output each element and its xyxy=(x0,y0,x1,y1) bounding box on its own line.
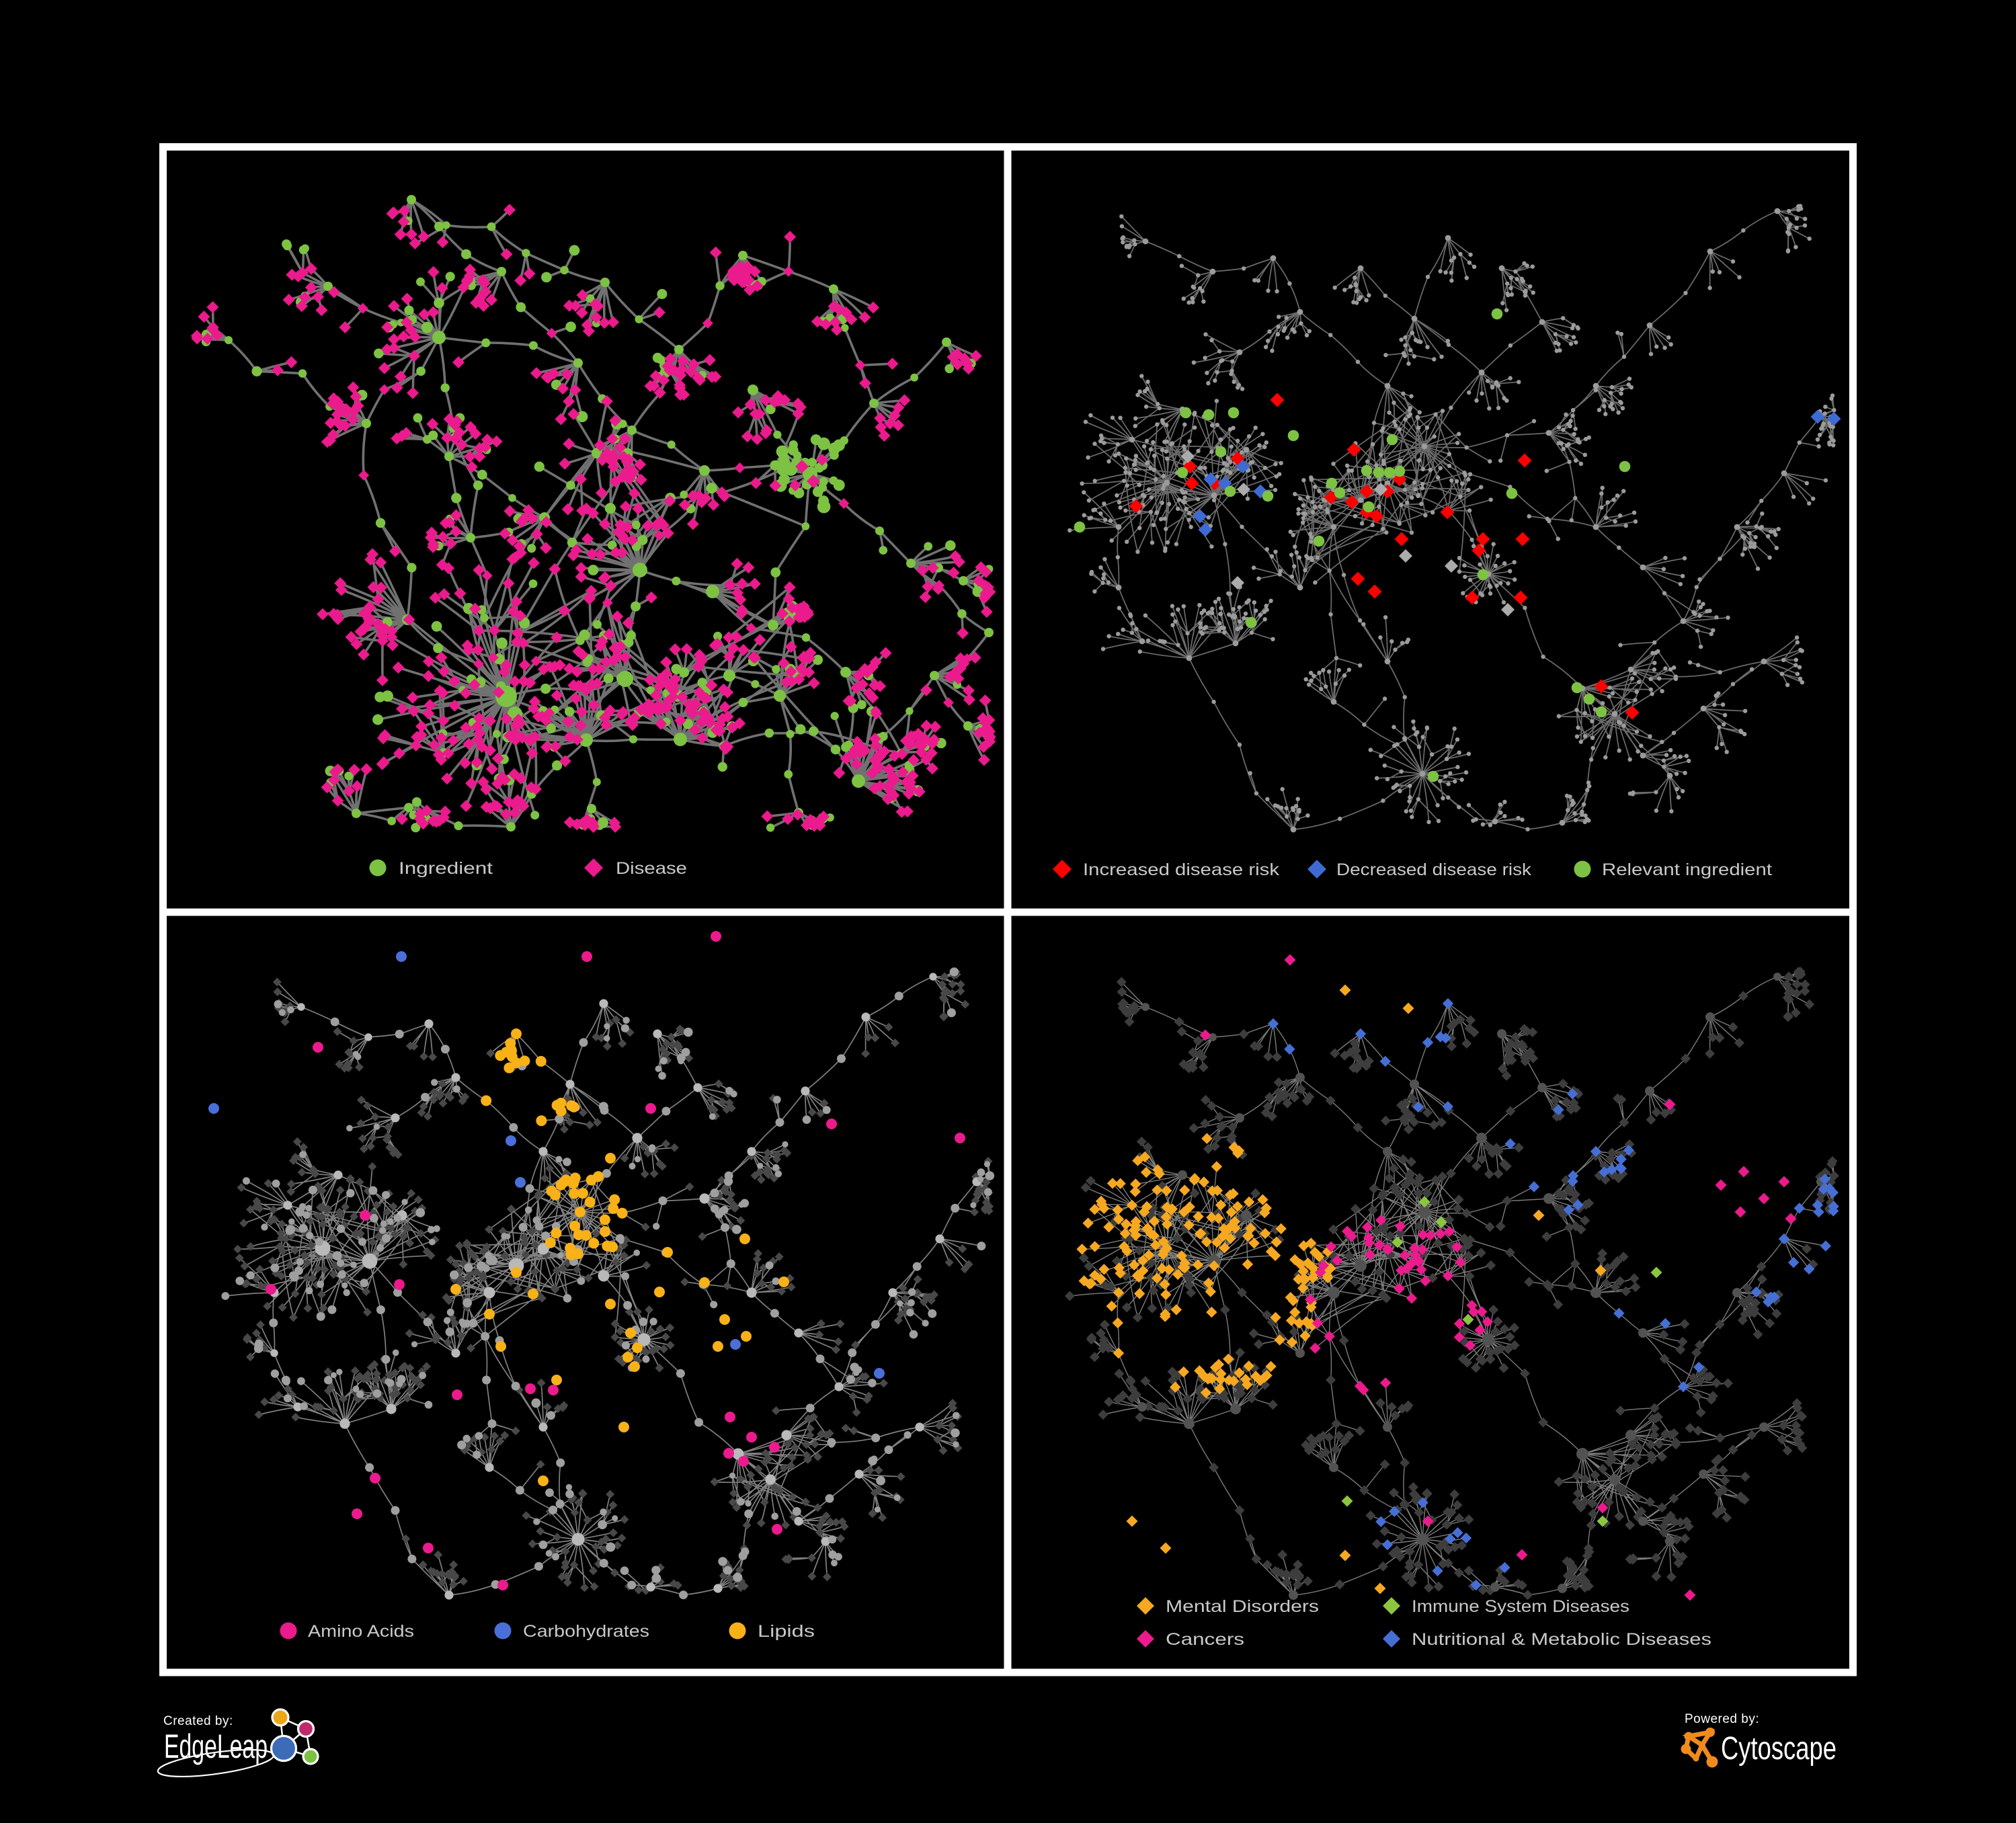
svg-text:Decreased disease risk: Decreased disease risk xyxy=(1336,860,1532,879)
svg-text:Ingredient: Ingredient xyxy=(399,859,493,878)
svg-text:Powered by:: Powered by: xyxy=(1685,1712,1759,1726)
svg-text:Relevant ingredient: Relevant ingredient xyxy=(1602,860,1772,879)
svg-text:Cytoscape: Cytoscape xyxy=(1721,1731,1837,1767)
svg-text:Mental Disorders: Mental Disorders xyxy=(1166,1597,1319,1616)
svg-text:Created by:: Created by: xyxy=(163,1714,233,1728)
svg-text:Increased disease risk: Increased disease risk xyxy=(1083,860,1280,879)
svg-text:Nutritional & Metabolic Diseas: Nutritional & Metabolic Diseases xyxy=(1412,1630,1711,1649)
svg-text:Disease: Disease xyxy=(616,859,687,878)
svg-text:Lipids: Lipids xyxy=(758,1622,815,1641)
svg-text:Immune System Diseases: Immune System Diseases xyxy=(1412,1597,1629,1616)
svg-text:Amino Acids: Amino Acids xyxy=(308,1622,414,1641)
svg-text:EdgeLeap: EdgeLeap xyxy=(164,1728,268,1765)
svg-text:Carbohydrates: Carbohydrates xyxy=(523,1622,649,1641)
svg-text:Cancers: Cancers xyxy=(1166,1630,1244,1649)
